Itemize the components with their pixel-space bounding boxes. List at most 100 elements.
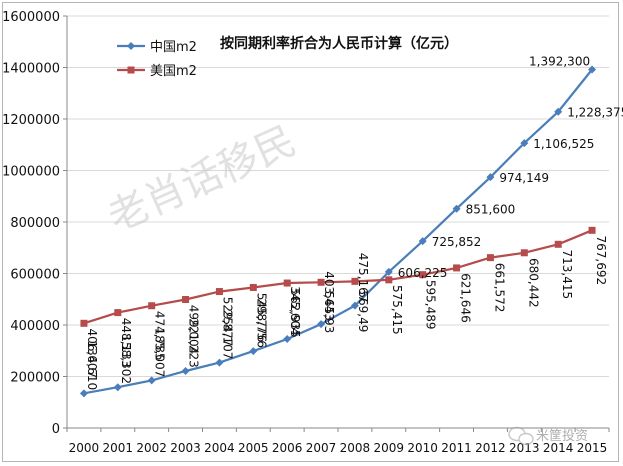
- x-tick-label: 2007: [306, 441, 337, 455]
- data-labels: 134,610 158,302 185,007 221,223 254,107 298,7…: [85, 55, 623, 391]
- data-label: 1,106,525: [533, 137, 594, 151]
- point-marker: [419, 271, 427, 279]
- data-label: 545,776: [254, 293, 268, 343]
- data-label: 575,415: [390, 285, 404, 335]
- data-label: 974,149: [499, 171, 549, 185]
- y-tick-label: 200000: [10, 371, 60, 386]
- x-tick-label: 2010: [407, 441, 438, 455]
- series-markers: [79, 65, 597, 398]
- y-tick-label: 600000: [10, 268, 60, 283]
- data-label: 529,877: [220, 297, 234, 347]
- x-tick-label: 2012: [475, 441, 506, 455]
- legend-item-0: 中国m2: [117, 40, 197, 55]
- point-marker: [148, 302, 156, 310]
- wechat-icon: [508, 426, 534, 446]
- data-label: 448,133: [119, 318, 133, 368]
- x-tick-label: 2000: [69, 441, 100, 455]
- chart-frame: [2, 2, 619, 462]
- point-marker: [283, 279, 291, 287]
- x-tick-label: 2011: [441, 441, 472, 455]
- x-tick-label: 2003: [170, 441, 201, 455]
- data-label: 475,167: [356, 253, 370, 303]
- watermark-text: 老肖话移民: [101, 118, 302, 241]
- x-tick-label: 2009: [374, 441, 405, 455]
- y-tick-label: 1200000: [2, 113, 60, 128]
- point-marker: [554, 240, 562, 248]
- y-tick-label: 1000000: [2, 165, 60, 180]
- x-tick-label: 2015: [577, 441, 608, 455]
- x-tick-label: 2006: [272, 441, 303, 455]
- gridlines: [67, 15, 609, 377]
- point-marker: [351, 277, 359, 285]
- x-tick-label: 2001: [103, 441, 134, 455]
- data-label: 403,443: [322, 271, 336, 321]
- data-label: 725,852: [432, 235, 482, 249]
- data-label: 1,228,375: [567, 106, 623, 120]
- logo-watermark: 米筐投资: [508, 426, 588, 446]
- point-marker: [554, 107, 563, 116]
- point-marker: [283, 335, 292, 344]
- point-marker: [588, 65, 597, 74]
- y-tick-label: 0: [52, 422, 60, 437]
- legend-item-1: 美国m2: [117, 64, 197, 79]
- point-marker: [453, 264, 461, 272]
- point-marker: [452, 204, 461, 213]
- x-tick-label: 2005: [238, 441, 269, 455]
- y-tick-label: 1400000: [2, 62, 60, 77]
- data-label: 254,107: [220, 310, 234, 360]
- data-label: 185,007: [153, 328, 167, 378]
- legend: 中国m2 美国m2: [117, 40, 197, 79]
- x-tick-label: 2013: [509, 441, 540, 455]
- data-label: 569,49: [356, 290, 370, 332]
- point-marker: [79, 389, 88, 398]
- y-tick-label: 800000: [10, 216, 60, 231]
- x-tick-label: 2002: [136, 441, 167, 455]
- data-label: 562,935: [288, 288, 302, 338]
- data-label: 221,223: [187, 318, 201, 368]
- data-label: 298,756: [254, 298, 268, 348]
- data-label: 767,692: [594, 235, 608, 285]
- point-marker: [384, 267, 393, 276]
- data-label: 1,392,300: [529, 55, 590, 69]
- data-label: 713,415: [560, 249, 574, 299]
- data-label: 595,489: [424, 280, 438, 330]
- data-label: 661,572: [492, 263, 506, 313]
- legend-marker: [127, 42, 135, 50]
- point-marker: [588, 226, 596, 234]
- watermark: 老肖话移民: [101, 118, 302, 241]
- point-marker: [249, 347, 258, 356]
- legend-label: 美国m2: [150, 64, 197, 79]
- y-tick-labels: 0 200000 400000 600000 800000 1000000 1200000 1…: [2, 10, 60, 437]
- point-marker: [418, 237, 427, 246]
- data-label: 565,93: [322, 291, 336, 333]
- point-marker: [80, 319, 88, 327]
- data-label: 345,604: [288, 286, 302, 336]
- point-marker: [520, 249, 528, 257]
- point-marker: [181, 367, 190, 376]
- x-tick-labels: 2000 2001 2002 2003 2004 2005 2006 2007 2008 2009…: [69, 441, 608, 455]
- data-label: 499,004: [187, 305, 201, 355]
- legend-label: 中国m2: [150, 40, 197, 55]
- data-label: 406,607: [85, 328, 99, 378]
- x-tick-label: 2008: [340, 441, 371, 455]
- data-label: 851,600: [466, 203, 516, 217]
- point-marker: [317, 278, 325, 286]
- data-label: 621,646: [459, 273, 473, 323]
- point-marker: [486, 254, 494, 262]
- point-marker: [147, 376, 156, 385]
- x-tick-label: 2004: [204, 441, 235, 455]
- data-label: 474,785: [153, 311, 167, 361]
- point-marker: [215, 358, 224, 367]
- point-marker: [350, 301, 359, 310]
- series-line-1: [83, 229, 593, 325]
- point-marker: [486, 173, 495, 182]
- point-marker: [385, 276, 393, 284]
- point-marker: [317, 320, 326, 329]
- x-tick-label: 2014: [543, 441, 574, 455]
- chart-title: 按同期利率折合为人民币计算（亿元）: [220, 35, 458, 52]
- y-tick-label: 400000: [10, 319, 60, 334]
- point-marker: [520, 139, 529, 148]
- data-label: 606,225: [398, 266, 448, 280]
- data-label: 158,302: [119, 334, 133, 384]
